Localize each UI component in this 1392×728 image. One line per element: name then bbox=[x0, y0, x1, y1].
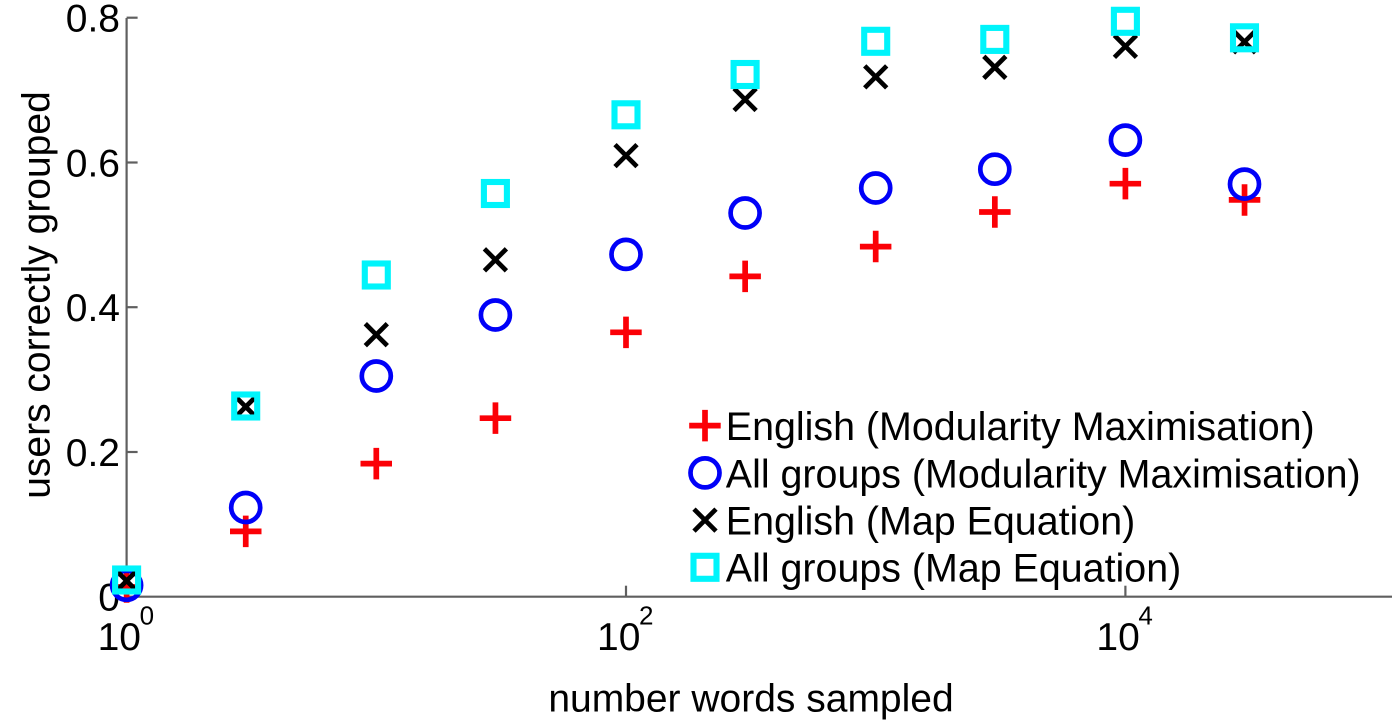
svg-text:2: 2 bbox=[639, 601, 653, 631]
svg-text:number words sampled: number words sampled bbox=[548, 678, 953, 721]
svg-text:10: 10 bbox=[98, 616, 141, 659]
svg-text:10: 10 bbox=[1096, 616, 1139, 659]
svg-text:0: 0 bbox=[140, 601, 154, 631]
svg-text:English (Modularity Maximisati: English (Modularity Maximisation) bbox=[726, 405, 1315, 449]
svg-text:0.8: 0.8 bbox=[66, 0, 120, 41]
svg-text:0.2: 0.2 bbox=[66, 432, 120, 475]
svg-text:10: 10 bbox=[597, 616, 640, 659]
svg-text:0.6: 0.6 bbox=[66, 143, 120, 186]
svg-text:English (Map Equation): English (Map Equation) bbox=[726, 500, 1135, 544]
svg-text:users correctly grouped: users correctly grouped bbox=[16, 91, 59, 499]
svg-text:0.4: 0.4 bbox=[66, 287, 120, 330]
svg-text:All groups (Modularity Maximis: All groups (Modularity Maximisation) bbox=[726, 452, 1361, 496]
svg-text:All groups (Map Equation): All groups (Map Equation) bbox=[726, 547, 1181, 591]
svg-text:4: 4 bbox=[1138, 601, 1152, 631]
